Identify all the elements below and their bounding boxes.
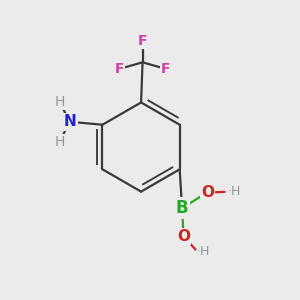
Text: N: N (63, 114, 76, 129)
Text: F: F (161, 62, 170, 76)
Text: O: O (177, 229, 190, 244)
Text: F: F (138, 34, 147, 48)
Text: O: O (201, 185, 214, 200)
Text: ·H: ·H (227, 185, 241, 198)
Text: ·H: ·H (197, 244, 210, 258)
Text: H: H (54, 94, 64, 109)
Text: F: F (115, 62, 124, 76)
Text: B: B (176, 199, 188, 217)
Text: H: H (54, 135, 64, 149)
